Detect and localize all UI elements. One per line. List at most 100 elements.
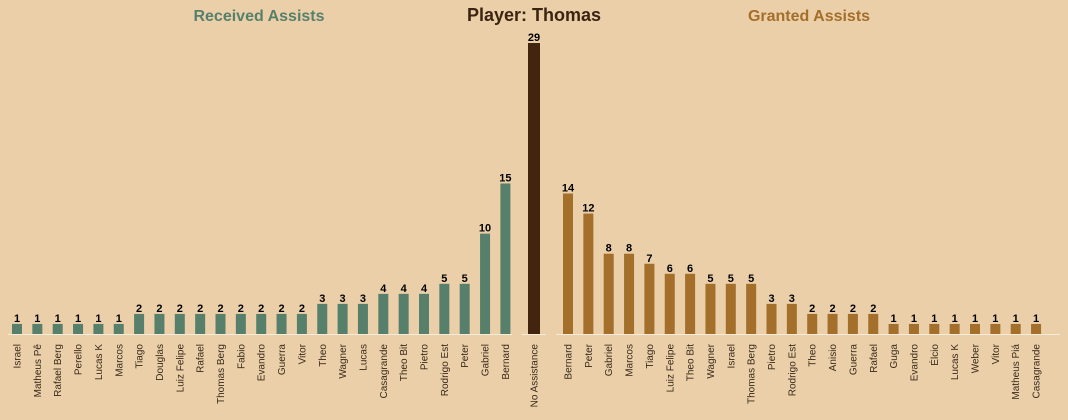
granted-anisio-bar: [827, 313, 838, 334]
granted-tiago-bar: [644, 263, 655, 334]
granted-anisio-value-label: 2: [829, 303, 835, 315]
received-lucas-k-tick-label: Lucas K: [94, 344, 105, 380]
no-assistance-no-assistance-bar: [528, 43, 540, 334]
granted-gabriel-tick-label: Gabriel: [604, 344, 615, 376]
received-theo-bit-tick-label: Theo Bit: [399, 344, 410, 381]
received-casagrande-bar: [378, 293, 389, 334]
granted-thomas-berg-tick-label: Thomas Berg: [747, 344, 758, 404]
received-gabriel-value-label: 10: [479, 223, 491, 235]
granted-theo-value-label: 2: [809, 303, 815, 315]
granted-weber-bar: [970, 323, 980, 334]
received-israel-bar: [12, 323, 22, 334]
bars: [12, 43, 1042, 334]
chart-title: Player: Thomas: [467, 5, 601, 25]
received-theo-bit-value-label: 4: [401, 283, 408, 295]
granted-rafael-tick-label: Rafael: [869, 344, 880, 373]
granted-peter-value-label: 12: [582, 203, 594, 215]
granted-luiz-felipe-bar: [664, 273, 675, 334]
received-thomas-berg-bar: [215, 313, 226, 334]
received-rafael-berg-tick-label: Rafael Berg: [53, 344, 64, 397]
received-fabio-bar: [235, 313, 246, 334]
received-luiz-felipe-tick-label: Luiz Felipe: [175, 344, 186, 393]
received-evandro-tick-label: Evandro: [257, 344, 268, 382]
received-marcos-bar: [113, 323, 124, 334]
received-perello-value-label: 1: [75, 313, 81, 325]
received-tiago-tick-label: Tiago: [135, 344, 146, 369]
received-rafael-tick-label: Rafael: [196, 344, 207, 373]
granted-lucas-k-tick-label: Lucas K: [950, 344, 961, 380]
received-lucas-value-label: 3: [360, 293, 366, 305]
granted-rodrigo-est-value-label: 3: [789, 293, 795, 305]
granted-bernard-value-label: 14: [562, 183, 575, 195]
granted-guga-bar: [888, 323, 899, 334]
granted-guerra-tick-label: Guerra: [848, 344, 859, 376]
granted-thomas-berg-bar: [746, 283, 757, 334]
granted-peter-tick-label: Peter: [584, 343, 595, 368]
received-rafael-value-label: 2: [197, 303, 203, 315]
received-pietro-bar: [419, 293, 429, 334]
received-vitor-bar: [296, 313, 307, 334]
received-assists-title: Received Assists: [193, 8, 324, 25]
granted-theo-bit-tick-label: Theo Bit: [686, 344, 697, 381]
granted-evandro-value-label: 1: [911, 313, 917, 325]
granted-guerra-value-label: 2: [850, 303, 856, 315]
granted-luiz-felipe-tick-label: Luiz Felipe: [665, 344, 676, 393]
received-douglas-bar: [154, 313, 165, 334]
received-pietro-value-label: 4: [421, 283, 428, 295]
received-luiz-felipe-value-label: 2: [177, 303, 183, 315]
received-wagner-bar: [337, 303, 348, 334]
granted-tiago-tick-label: Tiago: [645, 344, 656, 369]
granted-peter-bar: [583, 213, 594, 334]
granted-evandro-tick-label: Evandro: [909, 344, 920, 382]
granted-evandro-bar: [908, 323, 919, 334]
granted-casagrande-tick-label: Casagrande: [1032, 344, 1043, 399]
received-perello-bar: [73, 323, 84, 334]
granted-matheus-pia-bar: [1010, 323, 1021, 334]
received-guerra-value-label: 2: [278, 303, 284, 315]
received-wagner-value-label: 3: [340, 293, 346, 305]
granted-elcio-bar: [929, 323, 940, 334]
granted-theo-bit-value-label: 6: [687, 263, 693, 275]
granted-israel-value-label: 5: [728, 273, 734, 285]
granted-tiago-value-label: 7: [646, 253, 652, 265]
granted-thomas-berg-value-label: 5: [748, 273, 754, 285]
received-theo-bit-bar: [398, 293, 409, 334]
granted-israel-tick-label: Israel: [726, 344, 737, 368]
granted-elcio-value-label: 1: [931, 313, 937, 325]
received-israel-tick-label: Israel: [13, 344, 24, 368]
received-matheus-pe-value-label: 1: [34, 313, 40, 325]
received-gabriel-tick-label: Gabriel: [481, 344, 492, 376]
received-evandro-bar: [256, 313, 267, 334]
granted-marcos-bar: [624, 253, 635, 334]
received-theo-value-label: 3: [319, 293, 325, 305]
granted-bernard-tick-label: Bernard: [564, 344, 575, 380]
granted-marcos-value-label: 8: [626, 243, 632, 255]
received-rodrigo-est-value-label: 5: [441, 273, 447, 285]
granted-rafael-bar: [868, 313, 879, 334]
granted-rafael-value-label: 2: [870, 303, 876, 315]
received-thomas-berg-tick-label: Thomas Berg: [216, 344, 227, 404]
granted-matheus-pia-tick-label: Matheus Piá: [1011, 344, 1022, 400]
received-theo-tick-label: Theo: [318, 344, 329, 367]
received-bernard-value-label: 15: [499, 172, 511, 184]
received-evandro-value-label: 2: [258, 303, 264, 315]
granted-theo-bit-bar: [685, 273, 696, 334]
received-marcos-value-label: 1: [116, 313, 122, 325]
granted-weber-value-label: 1: [972, 313, 978, 325]
granted-lucas-k-bar: [949, 323, 960, 334]
granted-vitor-tick-label: Vitor: [991, 343, 1002, 364]
received-guerra-tick-label: Guerra: [277, 344, 288, 376]
granted-elcio-tick-label: Élcio: [928, 344, 941, 366]
received-rafael-berg-value-label: 1: [55, 313, 61, 325]
received-israel-value-label: 1: [14, 313, 20, 325]
received-lucas-k-value-label: 1: [95, 313, 101, 325]
received-rodrigo-est-tick-label: Rodrigo Est: [440, 344, 451, 396]
granted-matheus-pia-value-label: 1: [1013, 313, 1019, 325]
received-rafael-berg-bar: [52, 323, 63, 334]
granted-bernard-bar: [563, 193, 573, 334]
received-tiago-bar: [134, 313, 145, 334]
granted-weber-tick-label: Weber: [971, 343, 982, 373]
received-marcos-tick-label: Marcos: [114, 344, 125, 377]
received-guerra-bar: [276, 313, 287, 334]
